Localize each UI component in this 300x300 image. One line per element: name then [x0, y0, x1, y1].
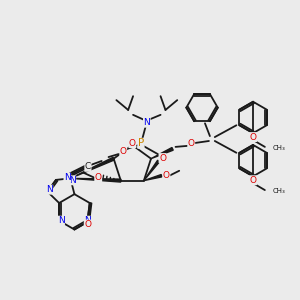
- Text: N: N: [58, 216, 64, 225]
- Text: O: O: [163, 171, 170, 180]
- Text: N: N: [69, 176, 76, 185]
- Polygon shape: [144, 175, 162, 181]
- Text: O: O: [120, 147, 127, 156]
- Text: O: O: [129, 139, 136, 148]
- Text: O: O: [84, 220, 91, 229]
- Text: CH₃: CH₃: [273, 188, 286, 194]
- Text: O: O: [250, 133, 256, 142]
- Text: O: O: [159, 154, 166, 163]
- Text: N: N: [84, 216, 91, 225]
- Polygon shape: [151, 148, 173, 159]
- Text: N: N: [143, 118, 150, 127]
- Text: O: O: [95, 173, 102, 182]
- Text: C: C: [85, 162, 91, 171]
- Polygon shape: [70, 157, 114, 178]
- Polygon shape: [144, 160, 160, 181]
- Text: O: O: [188, 140, 195, 148]
- Polygon shape: [70, 178, 121, 182]
- Text: N: N: [46, 185, 53, 194]
- Text: P: P: [138, 138, 144, 148]
- Text: O: O: [250, 176, 256, 185]
- Text: CH₃: CH₃: [273, 145, 286, 151]
- Text: N: N: [64, 173, 71, 182]
